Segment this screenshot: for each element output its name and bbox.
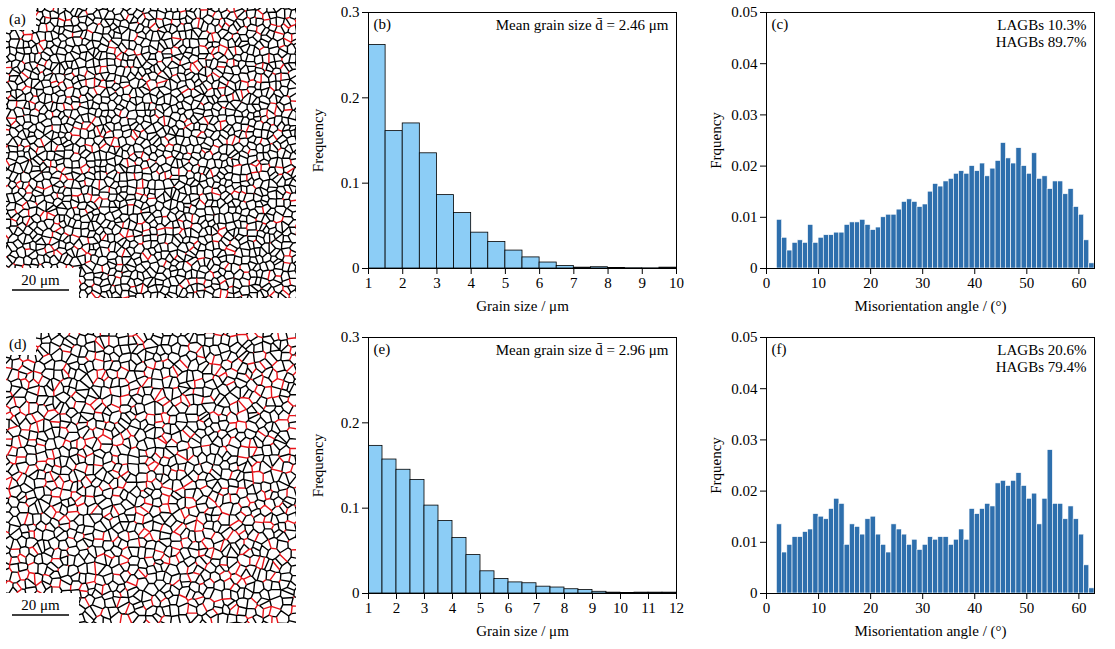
svg-text:0.03: 0.03 — [731, 432, 757, 448]
svg-text:Mean grain size d̄ = 2.96 μm: Mean grain size d̄ = 2.96 μm — [496, 342, 669, 358]
svg-text:0: 0 — [750, 585, 758, 601]
svg-text:50: 50 — [1019, 600, 1034, 616]
svg-text:0: 0 — [352, 260, 360, 276]
svg-text:(c): (c) — [772, 16, 789, 33]
svg-text:9: 9 — [589, 600, 597, 616]
svg-text:12: 12 — [669, 600, 684, 616]
svg-text:0: 0 — [763, 275, 771, 291]
svg-text:0: 0 — [352, 585, 360, 601]
svg-text:2: 2 — [399, 275, 407, 291]
svg-text:20: 20 — [863, 600, 878, 616]
svg-text:0.03: 0.03 — [731, 107, 757, 123]
svg-text:10: 10 — [811, 275, 826, 291]
svg-text:4: 4 — [467, 275, 475, 291]
svg-text:20 μm: 20 μm — [21, 272, 60, 288]
svg-text:8: 8 — [604, 275, 612, 291]
svg-text:30: 30 — [915, 275, 930, 291]
svg-text:0.3: 0.3 — [341, 329, 360, 345]
svg-text:0.1: 0.1 — [341, 500, 360, 516]
svg-text:Frequency: Frequency — [310, 433, 326, 497]
svg-text:0.2: 0.2 — [341, 415, 360, 431]
svg-text:5: 5 — [477, 600, 485, 616]
svg-text:0.01: 0.01 — [731, 534, 757, 550]
svg-text:2: 2 — [393, 600, 401, 616]
svg-text:10: 10 — [613, 600, 628, 616]
svg-text:Mean grain size d̄ = 2.46 μm: Mean grain size d̄ = 2.46 μm — [496, 17, 669, 33]
svg-text:(e): (e) — [374, 341, 391, 358]
svg-text:5: 5 — [502, 275, 510, 291]
svg-text:0.3: 0.3 — [341, 4, 360, 20]
svg-text:0.2: 0.2 — [341, 90, 360, 106]
svg-text:0.04: 0.04 — [731, 56, 758, 72]
svg-text:(f): (f) — [772, 341, 787, 358]
svg-text:9: 9 — [639, 275, 647, 291]
svg-text:30: 30 — [915, 600, 930, 616]
svg-text:6: 6 — [536, 275, 544, 291]
svg-text:4: 4 — [449, 600, 457, 616]
svg-text:1: 1 — [365, 275, 373, 291]
svg-text:(b): (b) — [374, 16, 392, 33]
svg-text:0.02: 0.02 — [731, 483, 757, 499]
svg-text:8: 8 — [561, 600, 569, 616]
svg-text:LAGBs 20.6%HAGBs 79.4%: LAGBs 20.6%HAGBs 79.4% — [996, 342, 1087, 375]
svg-text:Grain size / μm: Grain size / μm — [476, 623, 569, 639]
svg-text:1: 1 — [365, 600, 373, 616]
svg-text:0.01: 0.01 — [731, 209, 757, 225]
svg-text:11: 11 — [641, 600, 655, 616]
svg-text:60: 60 — [1071, 275, 1086, 291]
svg-text:0.04: 0.04 — [731, 381, 758, 397]
svg-text:0.05: 0.05 — [731, 329, 757, 345]
svg-text:10: 10 — [811, 600, 826, 616]
svg-text:7: 7 — [533, 600, 541, 616]
svg-text:20 μm: 20 μm — [21, 597, 60, 613]
svg-text:60: 60 — [1071, 600, 1086, 616]
svg-text:Frquency: Frquency — [708, 437, 724, 494]
svg-text:20: 20 — [863, 275, 878, 291]
svg-text:3: 3 — [421, 600, 429, 616]
svg-text:3: 3 — [433, 275, 441, 291]
svg-text:6: 6 — [505, 600, 513, 616]
svg-text:0.02: 0.02 — [731, 158, 757, 174]
svg-text:0.1: 0.1 — [341, 175, 360, 191]
svg-text:50: 50 — [1019, 275, 1034, 291]
svg-text:(d): (d) — [9, 336, 27, 353]
svg-text:0: 0 — [763, 600, 771, 616]
svg-text:7: 7 — [570, 275, 578, 291]
svg-text:Misorientation angle / (°): Misorientation angle / (°) — [854, 623, 1006, 640]
svg-text:0: 0 — [750, 260, 758, 276]
svg-text:40: 40 — [967, 275, 982, 291]
svg-text:40: 40 — [967, 600, 982, 616]
svg-text:Frquency: Frquency — [708, 112, 724, 169]
svg-text:(a): (a) — [9, 11, 26, 28]
svg-text:Grain size / μm: Grain size / μm — [476, 298, 569, 314]
svg-text:0.05: 0.05 — [731, 4, 757, 20]
svg-text:Misorientation angle / (°): Misorientation angle / (°) — [854, 298, 1006, 315]
svg-text:10: 10 — [669, 275, 684, 291]
svg-text:LAGBs 10.3%HAGBs 89.7%: LAGBs 10.3%HAGBs 89.7% — [996, 17, 1087, 50]
svg-text:Frequency: Frequency — [310, 108, 326, 172]
